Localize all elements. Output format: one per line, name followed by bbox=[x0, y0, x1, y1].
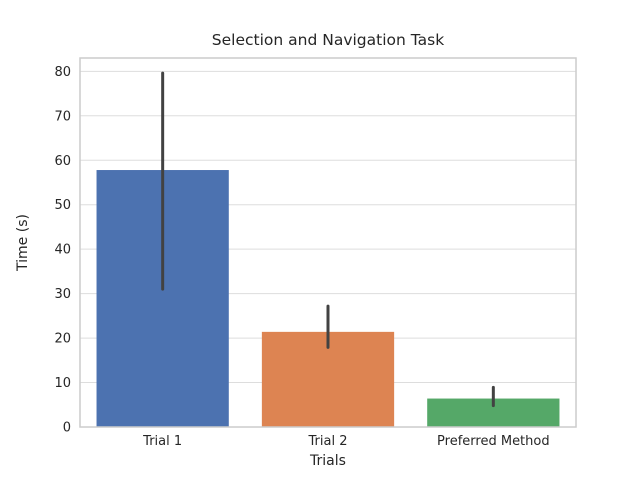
y-tick-label: 80 bbox=[54, 65, 71, 80]
y-axis-label: Time (s) bbox=[15, 214, 31, 272]
error-bars bbox=[161, 71, 495, 408]
plot-frame bbox=[79, 57, 577, 428]
x-tick-label: Trial 1 bbox=[142, 434, 182, 449]
y-tick-label: 50 bbox=[54, 198, 71, 213]
y-tick-label: 10 bbox=[54, 376, 71, 391]
chart-title: Selection and Navigation Task bbox=[212, 31, 444, 49]
axes-spines bbox=[79, 57, 577, 428]
x-tick-labels: Trial 1 Trial 2 Preferred Method bbox=[142, 434, 549, 449]
y-tick-label: 70 bbox=[54, 109, 71, 124]
y-tick-labels: 0 10 20 30 40 50 60 70 80 bbox=[54, 65, 71, 436]
y-tick-label: 0 bbox=[63, 421, 71, 436]
y-tick-label: 40 bbox=[54, 243, 71, 258]
x-axis-label: Trials bbox=[309, 453, 346, 469]
x-tick-label: Trial 2 bbox=[308, 434, 348, 449]
bars bbox=[96, 170, 560, 427]
y-tick-label: 20 bbox=[54, 332, 71, 347]
x-tick-label: Preferred Method bbox=[437, 434, 550, 449]
y-tick-label: 60 bbox=[54, 154, 71, 169]
y-tick-label: 30 bbox=[54, 287, 71, 302]
